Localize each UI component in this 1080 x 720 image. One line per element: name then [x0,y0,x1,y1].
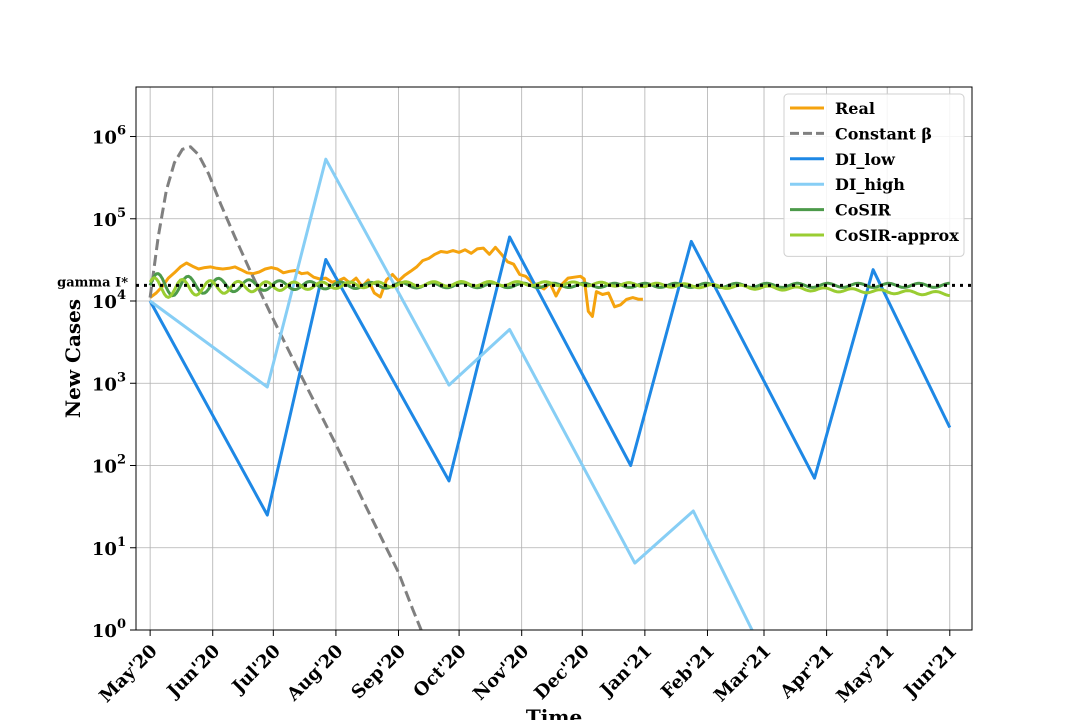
legend-label: Real [835,99,875,118]
y-tick-label: 104 [92,288,126,313]
y-axis-ticks: 100 101 102 103 104 105 106 [92,124,136,642]
series-line-cosir-approx [148,276,951,299]
x-tick-label: May'20 [95,641,161,707]
x-tick-label: Aug'20 [282,641,347,706]
x-tick-label: Jun'20 [162,641,224,703]
x-tick-label: Dec'20 [530,641,593,704]
y-tick-label: 102 [92,453,126,478]
x-tick-label: Feb'21 [657,641,719,703]
x-axis-title: Time [526,705,582,720]
series-line-di-high [149,157,754,630]
legend: Real Constant β DI_low DI_high CoSIR CoSIR-ap… [783,93,965,257]
series-line-di-low [148,235,952,517]
x-tick-label: Nov'20 [469,641,533,705]
series-line-constant- [148,145,423,630]
x-tick-label: Oct'20 [409,641,470,702]
x-tick-label: Jan'21 [595,641,656,702]
reference-line-label: gamma I* [57,275,128,290]
x-tick-label: Jul'20 [227,641,285,699]
series-layer [148,145,952,630]
legend-label: Constant β [835,124,932,143]
y-tick-label: 106 [92,124,126,149]
x-tick-label: Jun'21 [899,641,961,703]
y-tick-label: 101 [92,535,126,560]
y-tick-label: 105 [92,206,126,231]
legend-label: DI_high [835,175,905,194]
legend-label: CoSIR [835,201,891,220]
legend-box [783,93,965,257]
plot-frame [135,86,973,631]
y-tick-label: 100 [92,617,126,642]
x-tick-label: May'21 [833,641,899,707]
y-tick-label: 103 [92,370,126,395]
x-tick-label: Sep'20 [347,641,410,704]
y-axis-title: New Cases [61,299,85,418]
x-tick-label: Apr'21 [775,641,838,704]
series-line-real [149,245,643,318]
legend-label: DI_low [835,150,896,169]
legend-label: CoSIR-approx [835,226,959,245]
x-tick-label: Mar'21 [710,641,776,707]
